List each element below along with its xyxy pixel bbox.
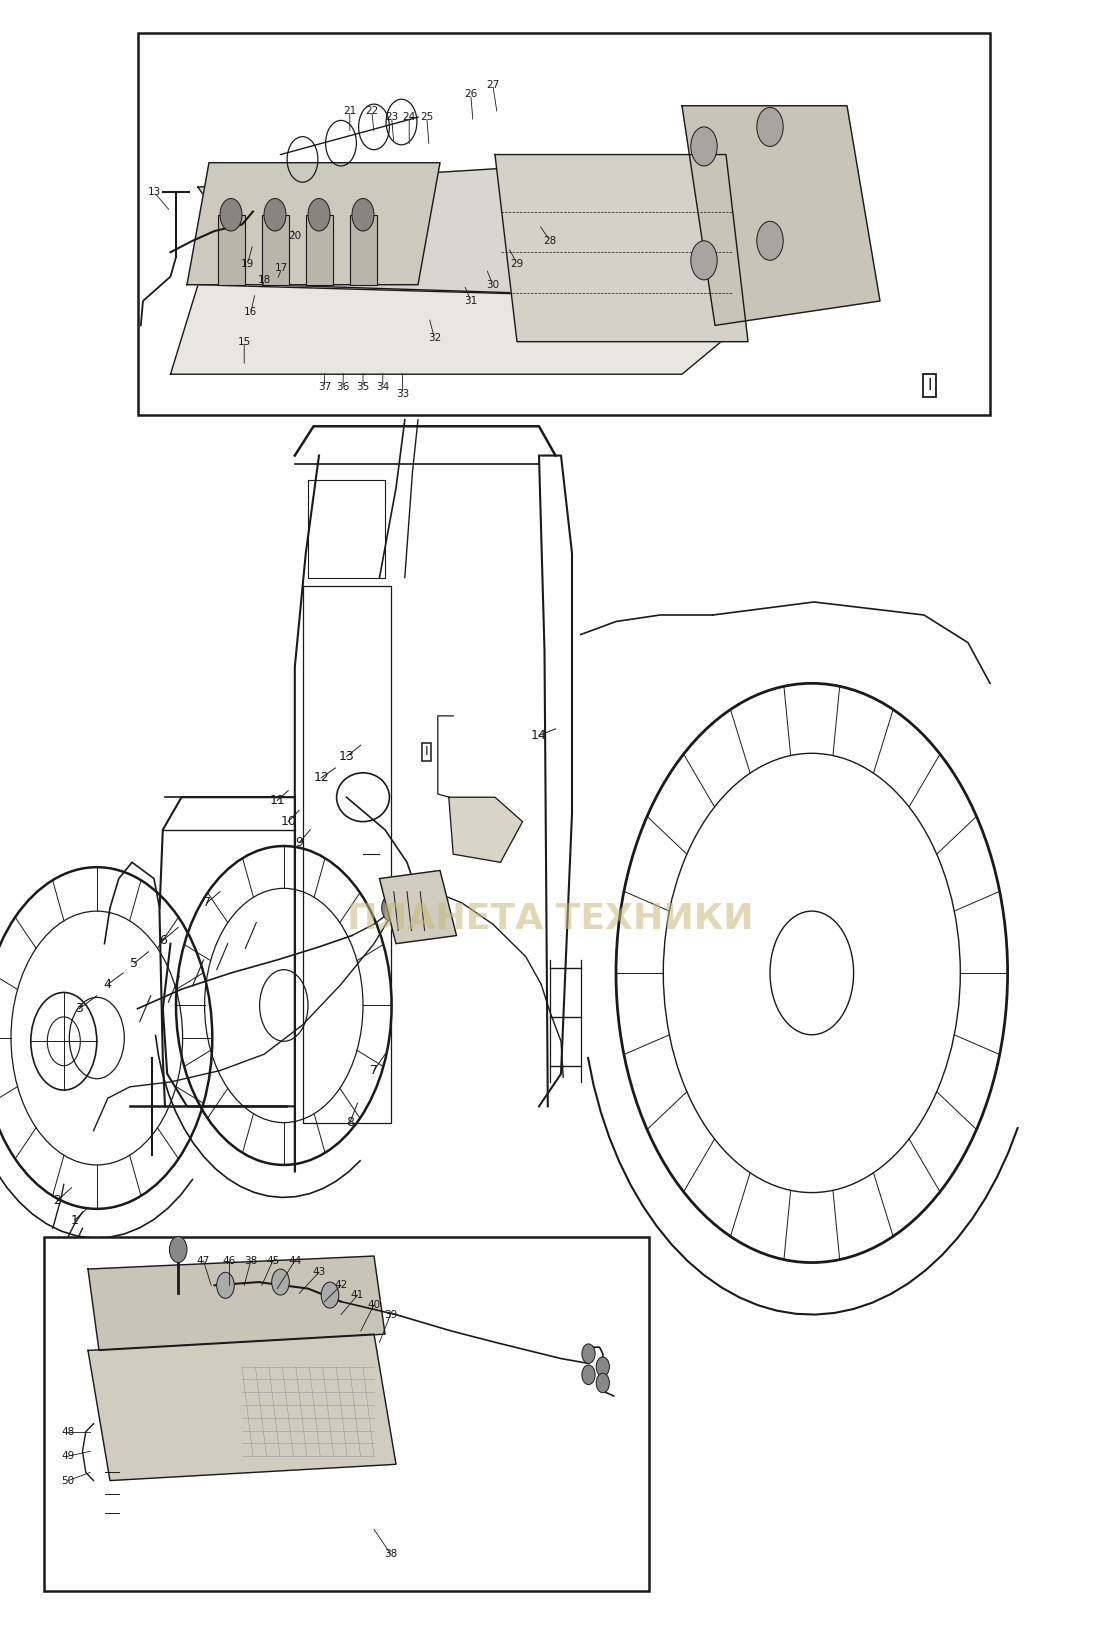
- Text: I: I: [425, 745, 429, 758]
- Text: 38: 38: [244, 1256, 257, 1266]
- Text: 11: 11: [270, 794, 285, 807]
- Text: 43: 43: [312, 1267, 326, 1277]
- Circle shape: [382, 895, 399, 921]
- Text: 26: 26: [464, 89, 477, 99]
- Text: 44: 44: [288, 1256, 301, 1266]
- Text: 19: 19: [241, 259, 254, 268]
- Circle shape: [757, 107, 783, 146]
- Circle shape: [757, 221, 783, 260]
- Text: 5: 5: [130, 957, 139, 970]
- Text: 2: 2: [53, 1194, 62, 1207]
- Text: ПЛАНЕТА ТЕХНИКИ: ПЛАНЕТА ТЕХНИКИ: [346, 903, 754, 936]
- Text: 33: 33: [396, 389, 409, 399]
- Text: 16: 16: [244, 308, 257, 317]
- Bar: [306, 215, 333, 285]
- Circle shape: [220, 198, 242, 231]
- Text: 18: 18: [257, 275, 271, 285]
- Text: 25: 25: [420, 112, 433, 122]
- Text: 39: 39: [384, 1310, 397, 1319]
- Text: 46: 46: [222, 1256, 235, 1266]
- Circle shape: [321, 1282, 339, 1308]
- Text: I: I: [927, 377, 932, 394]
- Text: 20: 20: [288, 231, 301, 241]
- Text: 10: 10: [280, 815, 296, 828]
- Text: 23: 23: [385, 112, 398, 122]
- Circle shape: [582, 1344, 595, 1363]
- Circle shape: [691, 127, 717, 166]
- Text: 40: 40: [367, 1300, 381, 1310]
- Text: 30: 30: [486, 280, 499, 290]
- Circle shape: [582, 1365, 595, 1385]
- Text: 21: 21: [343, 106, 356, 116]
- Text: 31: 31: [464, 296, 477, 306]
- Polygon shape: [88, 1256, 385, 1350]
- Text: 17: 17: [275, 264, 288, 273]
- Text: 13: 13: [339, 750, 354, 763]
- Text: 34: 34: [376, 382, 389, 392]
- Text: 13: 13: [147, 187, 161, 197]
- Bar: [218, 215, 245, 285]
- Text: 47: 47: [197, 1256, 210, 1266]
- Text: 22: 22: [365, 106, 378, 116]
- Polygon shape: [88, 1334, 396, 1481]
- Polygon shape: [495, 155, 748, 342]
- Text: 4: 4: [103, 978, 112, 991]
- Text: 32: 32: [428, 334, 441, 343]
- Polygon shape: [170, 285, 770, 374]
- Text: 42: 42: [334, 1280, 348, 1290]
- Bar: [262, 215, 289, 285]
- Polygon shape: [198, 155, 770, 301]
- Text: 50: 50: [62, 1476, 75, 1485]
- Text: 37: 37: [318, 382, 331, 392]
- Text: 9: 9: [295, 836, 304, 849]
- Polygon shape: [379, 870, 456, 944]
- Text: 7: 7: [370, 1064, 378, 1077]
- Circle shape: [308, 198, 330, 231]
- Text: 38: 38: [384, 1549, 397, 1559]
- Text: 49: 49: [62, 1451, 75, 1461]
- Text: 8: 8: [345, 1116, 354, 1129]
- Polygon shape: [449, 797, 522, 862]
- Circle shape: [217, 1272, 234, 1298]
- Circle shape: [596, 1373, 609, 1393]
- Text: 1: 1: [70, 1214, 79, 1227]
- Text: 15: 15: [238, 337, 251, 347]
- Text: 35: 35: [356, 382, 370, 392]
- Bar: [44, 1237, 649, 1591]
- Text: 3: 3: [75, 1002, 84, 1015]
- Circle shape: [264, 198, 286, 231]
- Text: 29: 29: [510, 259, 524, 268]
- Text: 24: 24: [403, 112, 416, 122]
- Circle shape: [169, 1237, 187, 1263]
- Text: 7: 7: [202, 896, 211, 909]
- Text: 12: 12: [314, 771, 329, 784]
- Polygon shape: [682, 106, 880, 325]
- Text: 28: 28: [543, 236, 557, 246]
- Text: 6: 6: [158, 934, 167, 947]
- Circle shape: [691, 241, 717, 280]
- Text: 36: 36: [337, 382, 350, 392]
- Bar: [138, 33, 990, 415]
- Text: 41: 41: [351, 1290, 364, 1300]
- Polygon shape: [187, 163, 440, 285]
- Circle shape: [272, 1269, 289, 1295]
- Circle shape: [596, 1357, 609, 1376]
- Circle shape: [352, 198, 374, 231]
- Bar: [350, 215, 377, 285]
- Text: 45: 45: [266, 1256, 279, 1266]
- Text: 48: 48: [62, 1427, 75, 1437]
- Text: 27: 27: [486, 80, 499, 89]
- Text: 14: 14: [531, 729, 547, 742]
